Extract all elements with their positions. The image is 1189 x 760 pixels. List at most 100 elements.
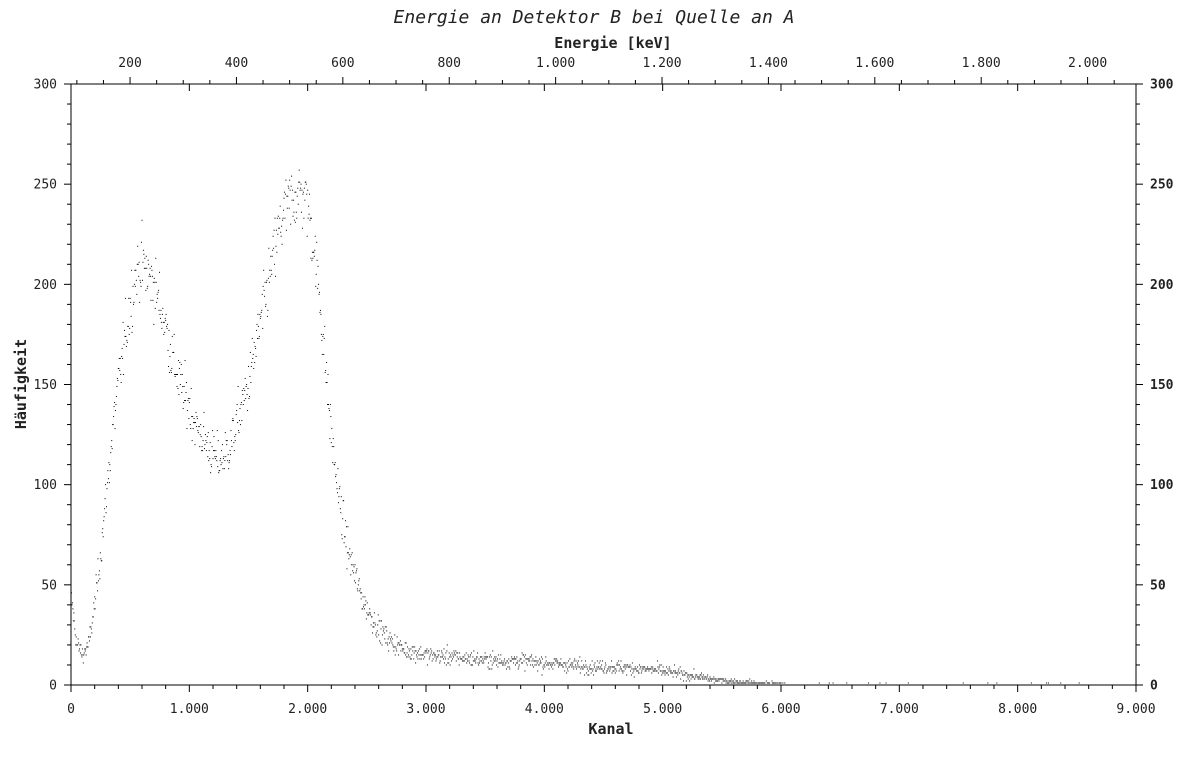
data-point bbox=[355, 570, 357, 572]
data-point bbox=[330, 442, 332, 444]
data-point bbox=[212, 458, 214, 460]
data-point bbox=[508, 658, 510, 660]
data-point bbox=[599, 668, 601, 670]
data-point bbox=[475, 658, 477, 660]
data-point bbox=[842, 684, 844, 686]
data-point bbox=[627, 664, 629, 666]
data-point bbox=[258, 335, 260, 337]
data-point bbox=[73, 620, 75, 622]
data-point bbox=[525, 658, 527, 660]
data-point bbox=[583, 666, 585, 668]
data-point bbox=[554, 664, 556, 666]
data-point bbox=[439, 662, 441, 664]
data-point bbox=[710, 680, 712, 682]
data-point bbox=[697, 676, 699, 678]
data-point bbox=[494, 656, 496, 658]
data-point bbox=[721, 682, 723, 684]
data-point bbox=[292, 199, 294, 201]
data-point bbox=[291, 175, 293, 177]
data-point bbox=[678, 668, 680, 670]
x-tick-label: 2.000 bbox=[288, 702, 327, 717]
data-point bbox=[256, 323, 258, 325]
y-right-tick-label: 200 bbox=[1150, 278, 1174, 293]
data-point bbox=[417, 658, 419, 660]
data-point bbox=[159, 313, 161, 315]
data-point bbox=[365, 618, 367, 620]
data-point bbox=[656, 660, 658, 662]
data-point bbox=[217, 466, 219, 468]
data-point bbox=[527, 658, 529, 660]
data-point bbox=[608, 666, 610, 668]
data-point bbox=[224, 432, 226, 434]
data-point bbox=[122, 357, 124, 359]
data-point bbox=[161, 313, 163, 315]
data-point bbox=[594, 662, 596, 664]
data-point bbox=[349, 556, 351, 558]
data-point bbox=[707, 674, 709, 676]
data-point bbox=[331, 446, 333, 448]
data-point bbox=[90, 626, 92, 628]
data-point bbox=[78, 650, 80, 652]
y-right-tick-label: 100 bbox=[1150, 478, 1174, 493]
data-point bbox=[734, 678, 736, 680]
data-point bbox=[748, 682, 750, 684]
data-point bbox=[674, 664, 675, 666]
data-point bbox=[650, 668, 652, 670]
data-point bbox=[363, 606, 365, 608]
data-point bbox=[308, 205, 310, 207]
data-point bbox=[389, 642, 391, 644]
data-point bbox=[446, 650, 448, 652]
data-point bbox=[639, 668, 641, 670]
data-point bbox=[362, 608, 364, 610]
data-point bbox=[285, 179, 287, 181]
data-point bbox=[265, 303, 267, 305]
data-point bbox=[214, 458, 216, 460]
data-point bbox=[561, 664, 563, 666]
data-point bbox=[592, 670, 594, 672]
data-point bbox=[840, 684, 842, 686]
data-point bbox=[488, 668, 490, 670]
data-point bbox=[425, 652, 427, 654]
data-point bbox=[201, 450, 203, 452]
data-point bbox=[328, 410, 330, 412]
data-point bbox=[483, 656, 485, 658]
data-point bbox=[101, 532, 103, 534]
data-point bbox=[869, 684, 871, 686]
data-point bbox=[320, 333, 322, 335]
data-point bbox=[567, 670, 569, 672]
data-point bbox=[310, 257, 312, 259]
data-point bbox=[228, 468, 230, 470]
data-point bbox=[287, 185, 289, 187]
data-point bbox=[252, 357, 254, 359]
data-point bbox=[653, 668, 655, 670]
data-point bbox=[369, 612, 371, 614]
data-point bbox=[78, 642, 80, 644]
data-point bbox=[744, 682, 746, 684]
data-point bbox=[139, 301, 141, 303]
data-point bbox=[290, 223, 292, 225]
data-point bbox=[383, 632, 385, 634]
data-point bbox=[496, 660, 498, 662]
data-point bbox=[691, 674, 693, 676]
data-point bbox=[537, 660, 539, 662]
data-point bbox=[396, 636, 398, 638]
data-point bbox=[703, 678, 705, 680]
data-point bbox=[1061, 684, 1063, 686]
data-point bbox=[521, 652, 523, 654]
data-point bbox=[299, 189, 301, 191]
data-point bbox=[375, 632, 377, 634]
data-point bbox=[162, 307, 164, 309]
data-point bbox=[492, 650, 494, 652]
data-point bbox=[764, 682, 766, 684]
data-point bbox=[338, 488, 340, 490]
data-point bbox=[79, 648, 81, 650]
data-point bbox=[431, 650, 433, 652]
data-point bbox=[72, 608, 74, 610]
data-point bbox=[528, 660, 530, 662]
data-point bbox=[252, 353, 254, 355]
data-point bbox=[75, 636, 77, 638]
data-point bbox=[71, 604, 73, 606]
data-point bbox=[962, 682, 964, 684]
data-point bbox=[713, 682, 715, 684]
data-point bbox=[130, 301, 132, 303]
